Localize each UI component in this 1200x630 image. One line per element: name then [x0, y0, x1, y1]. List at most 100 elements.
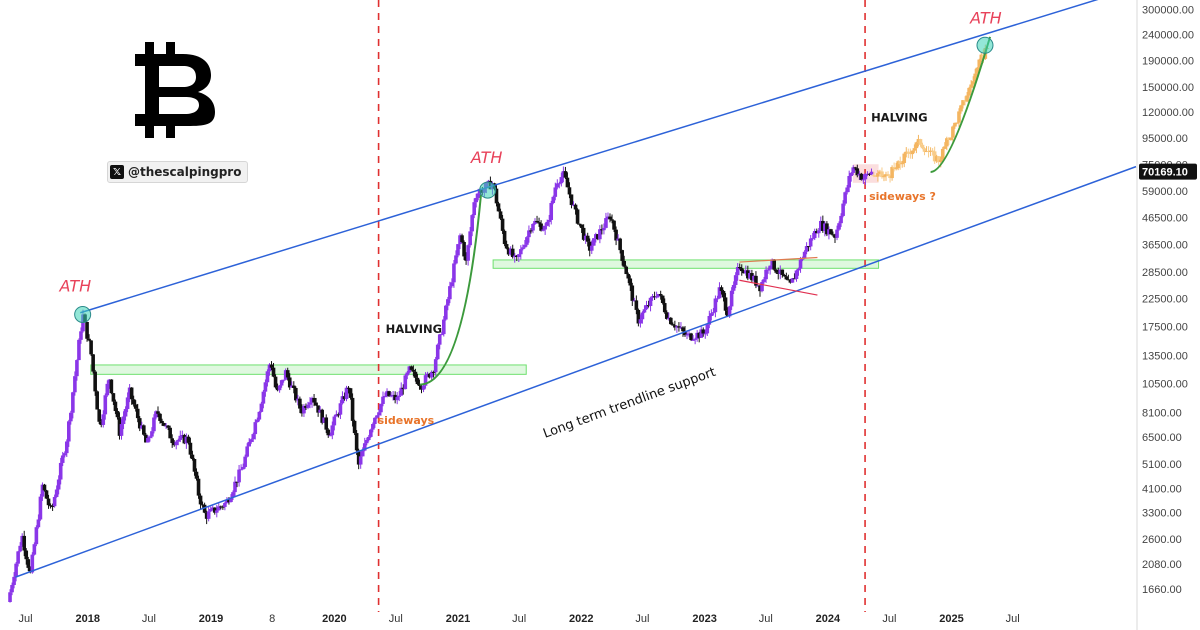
- candle-182: [377, 412, 381, 416]
- candle-308: [632, 300, 637, 302]
- twitter-handle: @thescalpingpro: [128, 165, 242, 179]
- candle-0: [8, 592, 12, 602]
- projection-candle-1: [874, 175, 878, 177]
- candle-76: [162, 422, 166, 426]
- twitter-handle-badge[interactable]: 𝕏 @thescalpingpro: [107, 161, 249, 183]
- candle-289: [594, 234, 598, 239]
- candle-275: [565, 177, 570, 188]
- candle-291: [598, 229, 602, 240]
- projection-candle-38: [949, 137, 953, 140]
- candle-199: [411, 369, 416, 372]
- candle-247: [508, 248, 513, 255]
- candle-272: [559, 177, 564, 184]
- candle-127: [265, 371, 270, 383]
- candle-149: [310, 397, 314, 403]
- candle-337: [691, 339, 695, 341]
- candle-336: [689, 333, 693, 341]
- price-tick-10: 28500.00: [1142, 267, 1188, 279]
- candle-292: [600, 229, 604, 231]
- candle-87: [184, 436, 189, 444]
- candle-96: [202, 504, 207, 513]
- candle-173: [358, 456, 363, 465]
- candle-141: [294, 387, 298, 401]
- projection-candle-41: [955, 122, 959, 124]
- time-tick-13: 2024: [816, 613, 841, 625]
- candle-397: [812, 231, 817, 239]
- candle-156: [324, 417, 329, 430]
- support-zone-1: [492, 259, 880, 269]
- candle-197: [407, 366, 412, 373]
- candle-117: [245, 446, 249, 457]
- candle-30: [69, 412, 73, 422]
- projection-candle-32: [936, 156, 941, 163]
- time-tick-10: Jul: [635, 613, 649, 625]
- candle-85: [180, 434, 185, 436]
- candle-380: [778, 269, 783, 274]
- candle-29: [67, 421, 71, 442]
- candle-107: [225, 499, 229, 504]
- projection-candle-47: [967, 87, 971, 96]
- candle-109: [229, 497, 233, 503]
- candle-166: [344, 387, 349, 400]
- candle-77: [164, 425, 168, 427]
- candle-343: [703, 333, 708, 335]
- candle-145: [302, 405, 306, 414]
- candle-204: [421, 385, 426, 390]
- candle-285: [585, 235, 590, 242]
- candle-162: [336, 414, 341, 416]
- candle-257: [529, 230, 533, 232]
- candle-218: [450, 282, 454, 287]
- candle-393: [804, 246, 809, 252]
- candle-90: [190, 454, 195, 460]
- candle-211: [435, 344, 440, 360]
- candle-273: [561, 171, 566, 178]
- candle-75: [160, 420, 164, 423]
- projection-candle-46: [965, 95, 969, 102]
- candle-417: [853, 167, 858, 169]
- candle-409: [837, 223, 841, 230]
- candle-108: [227, 499, 231, 503]
- candle-99: [208, 509, 213, 512]
- candle-106: [223, 503, 227, 507]
- projection-candle-0: [872, 175, 876, 177]
- candle-423: [865, 173, 870, 175]
- candle-282: [579, 224, 584, 228]
- growth-arc-2025: [930, 36, 992, 173]
- candle-111: [233, 481, 237, 493]
- candle-139: [289, 385, 294, 388]
- price-axis[interactable]: 300000.00 240000.00 190000.00 150000.00 1200…: [1136, 0, 1197, 630]
- projection-candle-50: [973, 73, 977, 82]
- candle-9: [26, 559, 31, 568]
- candle-68: [146, 437, 150, 443]
- candle-267: [549, 202, 554, 220]
- candle-340: [697, 332, 701, 338]
- candle-180: [373, 417, 377, 424]
- candle-206: [425, 373, 430, 376]
- candle-248: [510, 248, 515, 258]
- candle-86: [182, 434, 187, 444]
- candle-306: [628, 278, 633, 286]
- price-tick-12: 17500.00: [1142, 322, 1188, 334]
- candle-202: [417, 384, 422, 386]
- price-candles: [8, 164, 874, 603]
- projection-candles: [872, 44, 990, 183]
- candle-190: [393, 394, 397, 401]
- candle-287: [589, 245, 594, 251]
- candle-207: [427, 373, 432, 378]
- candle-33: [75, 360, 79, 377]
- projection-candle-2: [876, 173, 880, 177]
- candle-179: [371, 423, 375, 430]
- candle-303: [622, 260, 626, 267]
- candle-155: [322, 417, 327, 423]
- candle-26: [60, 455, 65, 463]
- candle-64: [137, 418, 142, 429]
- candle-47: [103, 395, 108, 415]
- price-tick-11: 22500.00: [1142, 294, 1188, 306]
- candle-125: [261, 391, 266, 404]
- time-tick-5: 2020: [322, 613, 346, 625]
- candle-78: [166, 425, 170, 428]
- candle-177: [366, 436, 371, 441]
- candle-74: [158, 413, 162, 421]
- candle-123: [257, 411, 262, 420]
- candle-418: [855, 168, 860, 176]
